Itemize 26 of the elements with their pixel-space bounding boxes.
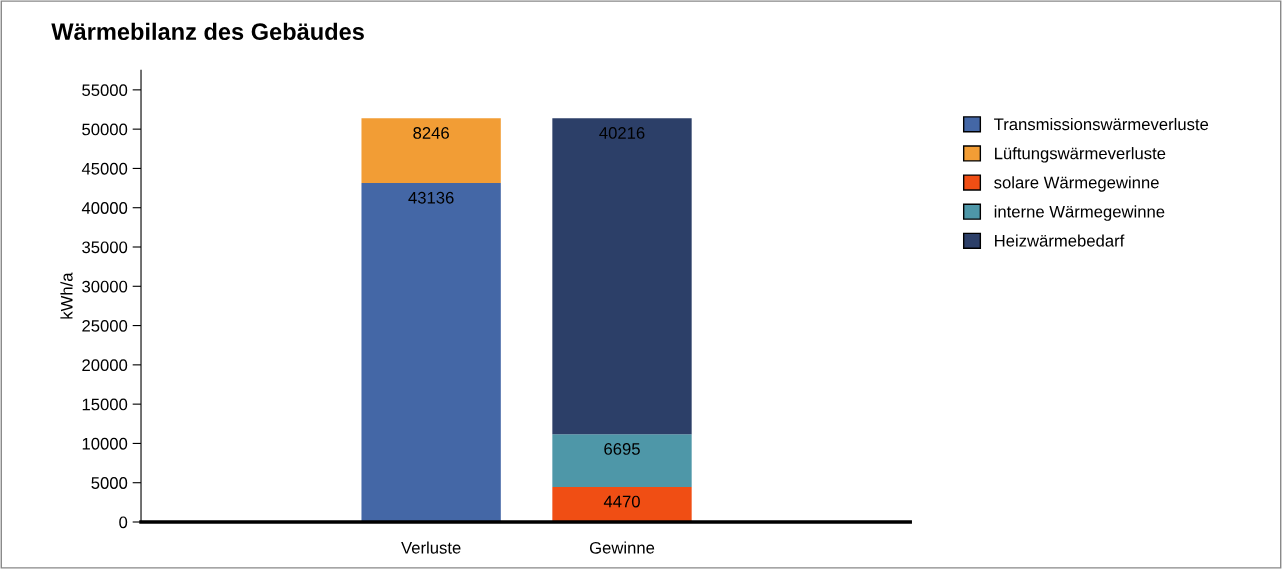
data-label: 6695 — [604, 443, 640, 455]
data-label: 4470 — [603, 495, 640, 508]
data-label: 40216 — [599, 127, 645, 139]
y-tick-label: 40000 — [81, 202, 128, 214]
legend-label: Transmissionswärmeverluste — [994, 117, 1209, 131]
y-tick-label: 30000 — [82, 280, 128, 293]
legend-label: Lüftungswärmeverluste — [995, 147, 1166, 163]
legend-label: interne Wärmegewinne — [994, 205, 1165, 221]
y-tick-label: 15000 — [82, 398, 128, 411]
y-tick-label: 35000 — [82, 241, 128, 254]
y-tick-label: 20000 — [82, 359, 128, 372]
y-tick-label: 0 — [119, 516, 128, 529]
chart-title: Wärmebilanz des Gebäudes — [51, 22, 364, 41]
legend-label: solare Wärmegewinne — [994, 176, 1159, 192]
y-tick-label: 25000 — [82, 319, 128, 332]
x-tick-label: Gewinne — [589, 541, 655, 554]
legend-label: Heizwärmebedarf — [995, 234, 1125, 247]
x-tick-label: Verluste — [401, 541, 461, 554]
y-tick-label: 50000 — [82, 123, 128, 136]
y-tick-label: 5000 — [91, 477, 128, 489]
y-tick-label: 10000 — [82, 437, 128, 450]
data-label: 8246 — [413, 127, 449, 139]
y-tick-label: 45000 — [81, 162, 128, 175]
y-tick-label: 55000 — [82, 84, 128, 97]
y-axis-title: kWh/a — [60, 272, 73, 319]
data-label: 43136 — [408, 191, 454, 204]
